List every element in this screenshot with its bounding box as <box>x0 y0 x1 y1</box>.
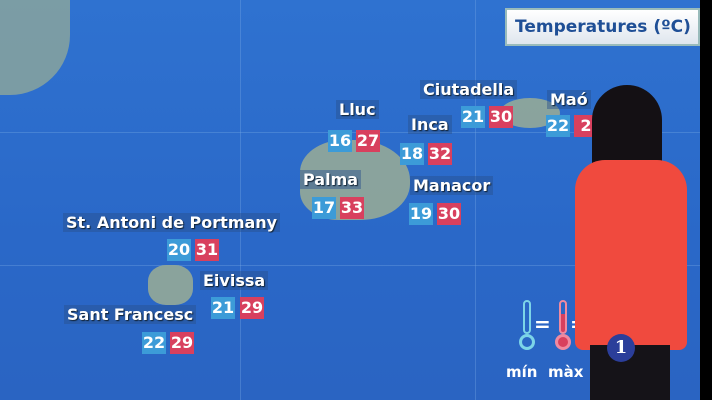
max-temp: 32 <box>428 143 452 165</box>
grid-line <box>0 265 700 266</box>
city-label: Maó <box>547 90 591 109</box>
city-label: Ciutadella <box>420 80 518 99</box>
city-label: Inca <box>408 115 452 134</box>
presenter-jacket <box>575 160 687 350</box>
min-temp: 16 <box>328 130 352 152</box>
city-label: Lluc <box>336 100 379 119</box>
max-temp: 29 <box>170 332 194 354</box>
city-label: Manacor <box>410 176 494 195</box>
max-temp: 31 <box>195 239 219 261</box>
max-thermometer-bulb <box>555 334 571 350</box>
legend-min-label: mín <box>506 363 538 381</box>
max-temp: 30 <box>437 203 461 225</box>
max-thermometer-icon <box>559 300 567 334</box>
min-thermometer-icon <box>523 300 531 334</box>
map-title: Temperatures (ºC) <box>505 8 700 46</box>
mainland-coast <box>0 0 70 95</box>
min-temp: 22 <box>546 115 570 137</box>
max-temp: 30 <box>489 106 513 128</box>
city-label: Sant Francesc <box>64 305 197 324</box>
city-label: St. Antoni de Portmany <box>63 213 281 232</box>
grid-line <box>475 0 476 400</box>
min-temp: 18 <box>400 143 424 165</box>
presenter <box>570 85 690 400</box>
legend-max-label: màx <box>548 363 584 381</box>
max-temp: 27 <box>356 130 380 152</box>
equals-sign: = <box>534 312 551 336</box>
min-temp: 21 <box>211 297 235 319</box>
min-temp: 19 <box>409 203 433 225</box>
city-label: Palma <box>300 170 362 189</box>
min-temp: 20 <box>167 239 191 261</box>
channel-logo: 1 <box>607 334 635 362</box>
max-temp: 33 <box>340 197 364 219</box>
city-label: Eivissa <box>200 271 269 290</box>
min-temp: 22 <box>142 332 166 354</box>
eivissa-island <box>148 265 193 305</box>
min-thermometer-bulb <box>519 334 535 350</box>
min-temp: 17 <box>312 197 336 219</box>
min-temp: 21 <box>461 106 485 128</box>
grid-line <box>240 0 241 400</box>
max-temp: 29 <box>240 297 264 319</box>
